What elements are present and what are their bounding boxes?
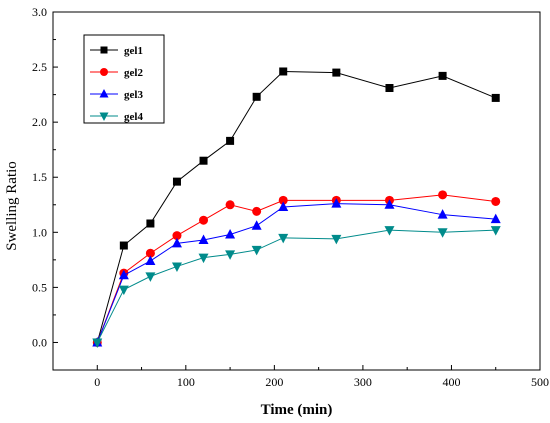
data-point-gel3: [331, 198, 342, 208]
x-axis-ticks: 0 100 200 300 400 500: [52, 365, 549, 389]
data-point-gel1: [332, 68, 341, 77]
data-point-gel2: [278, 195, 288, 205]
data-point-gel3: [171, 237, 182, 248]
data-point-gel4: [118, 285, 129, 296]
data-point-gel2: [252, 206, 262, 216]
y-tick-label: 2.0: [32, 115, 47, 129]
data-point-gel3: [145, 255, 156, 265]
data-point-gel2: [199, 215, 209, 225]
data-point-gel2: [438, 190, 448, 200]
data-point-gel4: [278, 233, 289, 244]
plot-border: [52, 11, 541, 371]
data-point-gel2: [225, 200, 235, 210]
x-tick-label: 200: [265, 375, 283, 389]
data-point-gel3: [490, 213, 501, 224]
data-point-gel3: [437, 209, 448, 219]
legend-marker: [100, 68, 108, 76]
data-point-gel1: [146, 219, 155, 228]
legend-entry-gel2: gel2: [90, 67, 143, 79]
legend-marker: [99, 89, 109, 98]
data-point-gel3: [384, 199, 395, 209]
legend-entry-gel1: gel1: [90, 45, 143, 57]
x-tick-label: 100: [177, 375, 195, 389]
y-tick-label: 0.5: [32, 280, 47, 294]
data-point-gel2: [491, 196, 501, 206]
data-point-gel1: [491, 93, 500, 102]
y-tick-label: 1.5: [32, 170, 47, 184]
y-tick-label: 1.0: [32, 225, 47, 239]
data-point-gel4: [251, 245, 262, 256]
legend-entry-gel3: gel3: [90, 89, 143, 101]
x-tick-label: 400: [442, 375, 460, 389]
plot-frame: [52, 11, 541, 371]
data-point-gel3: [251, 220, 262, 230]
x-tick-label: 300: [354, 375, 372, 389]
data-point-gel4: [384, 226, 395, 236]
data-point-gel3: [278, 201, 289, 211]
data-point-gel4: [437, 228, 448, 238]
data-point-gel1: [172, 177, 181, 186]
x-axis-title: Time (min): [261, 402, 333, 418]
legend-label: gel3: [124, 89, 143, 101]
y-axis-ticks: 0.0 0.5 1.0 1.5 2.0 2.5 3.0: [32, 5, 58, 371]
data-point-gel1: [252, 92, 261, 101]
x-tick-label: 500: [531, 375, 549, 389]
data-point-gel4: [198, 253, 209, 264]
series-layer: [92, 67, 501, 348]
data-point-gel1: [385, 84, 394, 93]
data-point-gel3: [198, 234, 209, 245]
legend-marker: [100, 46, 108, 54]
data-point-gel1: [199, 156, 208, 165]
y-axis-title: Swelling Ratio: [4, 161, 20, 251]
legend-entry-gel4: gel4: [90, 111, 143, 123]
legend-marker: [99, 112, 109, 121]
data-point-gel4: [225, 250, 236, 260]
x-tick-label: 0: [94, 375, 100, 389]
y-tick-label: 0.0: [32, 335, 47, 349]
data-point-gel4: [490, 226, 501, 236]
data-point-gel4: [92, 338, 103, 348]
series-line-gel3: [96, 203, 496, 343]
legend-label: gel1: [124, 45, 143, 57]
legend-label: gel2: [124, 67, 143, 79]
data-point-gel2: [145, 248, 155, 258]
y-tick-label: 3.0: [32, 5, 47, 19]
data-point-gel1: [438, 71, 447, 80]
data-point-gel1: [119, 241, 128, 250]
legend: gel1 gel2 gel3 gel4: [83, 34, 165, 124]
data-point-gel4: [331, 234, 342, 245]
series-line-gel2: [96, 194, 496, 343]
data-point-gel1: [279, 67, 288, 76]
y-tick-label: 2.5: [32, 60, 47, 74]
series-gel4: [92, 226, 501, 348]
data-point-gel4: [171, 262, 182, 272]
series-gel3: [92, 198, 501, 347]
series-line-gel4: [96, 229, 496, 343]
data-point-gel1: [226, 136, 235, 145]
series-line-gel1: [96, 70, 496, 343]
data-point-gel4: [145, 272, 156, 282]
legend-label: gel4: [124, 111, 143, 123]
data-point-gel3: [118, 269, 129, 280]
data-point-gel3: [225, 229, 236, 239]
data-point-gel2: [172, 231, 182, 241]
